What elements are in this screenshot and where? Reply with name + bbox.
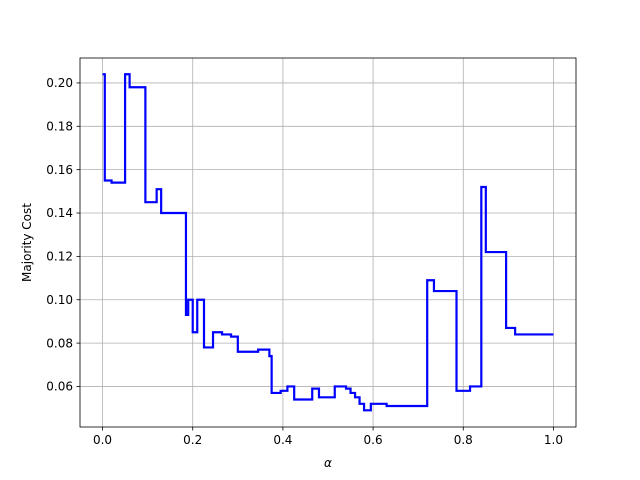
y-tick-label: 0.16 [46, 163, 73, 177]
y-tick-label: 0.12 [46, 250, 73, 264]
x-tick-label: 0.2 [183, 433, 202, 447]
y-tick-label: 0.10 [46, 293, 73, 307]
y-tick-label: 0.06 [46, 380, 73, 394]
x-tick-label: 0.8 [454, 433, 473, 447]
x-tick-label: 0.0 [93, 433, 112, 447]
series-line [102, 73, 554, 412]
x-axis: 0.0 0.2 0.4 0.6 0.8 1.0 [93, 427, 563, 447]
y-tick-label: 0.20 [46, 76, 73, 90]
x-tick-label: 0.6 [364, 433, 383, 447]
y-axis: 0.06 0.08 0.10 0.12 0.14 0.16 0.18 0.20 [46, 76, 80, 394]
series-layer [102, 73, 554, 412]
y-axis-label: Majority Cost [20, 203, 34, 282]
x-tick-label: 0.4 [273, 433, 292, 447]
y-tick-label: 0.14 [46, 206, 73, 220]
x-axis-label: α [324, 456, 332, 470]
plot-frame [79, 57, 577, 428]
y-tick-label: 0.08 [46, 336, 73, 350]
y-tick-label: 0.18 [46, 119, 73, 133]
x-tick-label: 1.0 [544, 433, 563, 447]
